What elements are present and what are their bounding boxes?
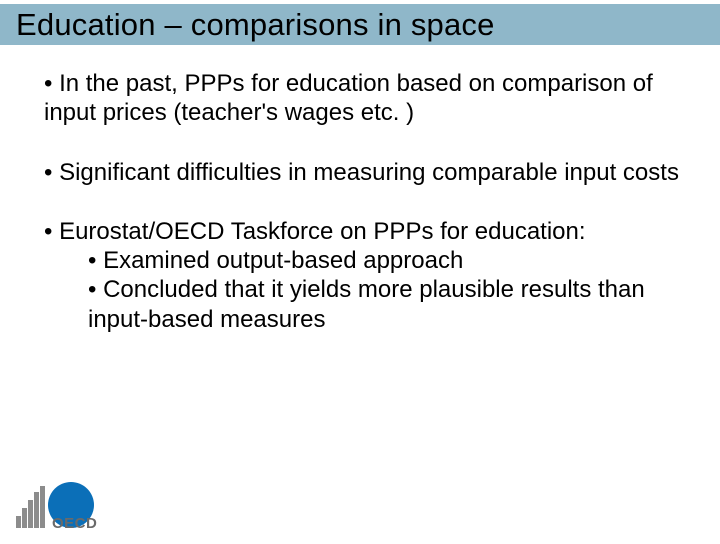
logo-bar (28, 500, 33, 528)
bullet-text: • Significant difficulties in measuring … (44, 158, 680, 187)
logo-bar (22, 508, 27, 528)
oecd-logo: OECD (16, 482, 94, 528)
logo-graphic: OECD (16, 482, 94, 528)
logo-bar (34, 492, 39, 528)
logo-text: OECD (52, 515, 97, 532)
title-bar: Education – comparisons in space (0, 4, 720, 45)
logo-bars-icon (16, 486, 45, 528)
slide-content: • In the past, PPPs for education based … (0, 45, 720, 334)
logo-bar (16, 516, 21, 528)
sub-bullet-text: • Examined output-based approach (44, 246, 680, 275)
bullet-3: • Eurostat/OECD Taskforce on PPPs for ed… (44, 217, 680, 334)
bullet-text: • Eurostat/OECD Taskforce on PPPs for ed… (44, 217, 680, 246)
bullet-2: • Significant difficulties in measuring … (44, 158, 680, 187)
logo-bar (40, 486, 45, 528)
bullet-text: • In the past, PPPs for education based … (44, 69, 680, 128)
bullet-1: • In the past, PPPs for education based … (44, 69, 680, 128)
sub-bullet-text: • Concluded that it yields more plausibl… (44, 275, 680, 334)
slide-title: Education – comparisons in space (16, 7, 704, 43)
